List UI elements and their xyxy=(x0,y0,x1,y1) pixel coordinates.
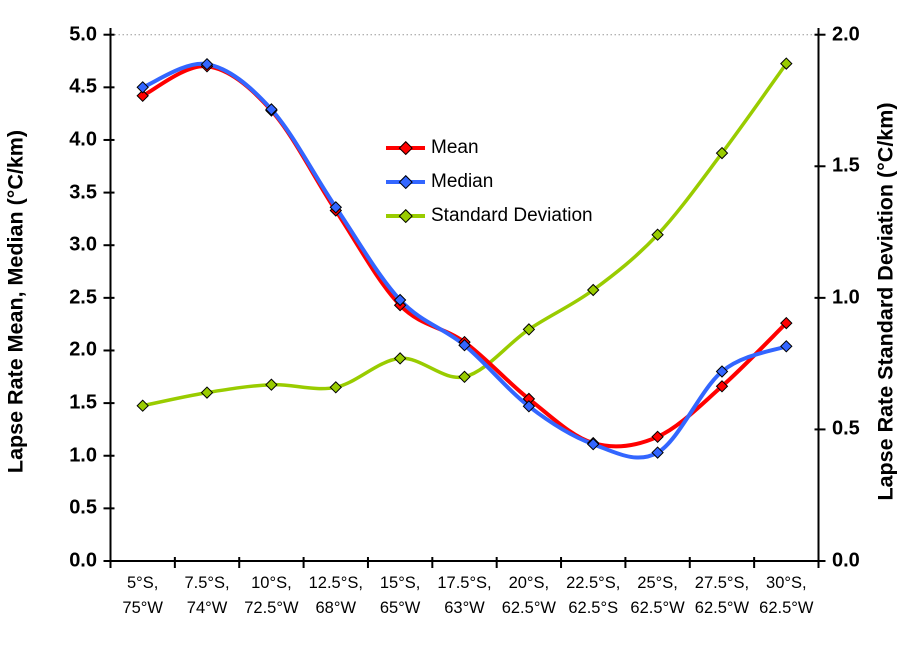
legend: Mean Median Standard Deviation xyxy=(386,131,593,233)
left-axis-tick-label: 1.5 xyxy=(69,391,97,414)
median-marker xyxy=(780,340,793,353)
series-markers xyxy=(136,57,793,459)
left-axis-tick-label: 2.0 xyxy=(69,338,97,361)
median-line-icon xyxy=(386,175,425,189)
right-axis-tick-label: 2.0 xyxy=(832,23,860,46)
mean-marker xyxy=(780,316,793,330)
x-axis-category-label: 30°S, 62.5°W xyxy=(759,574,814,617)
standard-deviation-marker xyxy=(458,370,471,384)
left-axis-tick-label: 0.5 xyxy=(69,496,97,519)
x-axis-category-label: 22.5°S, 62.5°S xyxy=(566,574,621,617)
standard-deviation-marker xyxy=(586,283,600,297)
standard-deviation-marker xyxy=(329,381,343,394)
left-axis-tick-label: 3.5 xyxy=(69,181,97,204)
median-marker xyxy=(200,57,214,71)
median-marker xyxy=(651,446,664,459)
left-axis-tick-label: 2.5 xyxy=(69,286,97,309)
x-axis-category-label: 15°S, 65°W xyxy=(379,574,421,617)
legend-label-median: Median xyxy=(431,171,494,192)
left-axis-tick-label: 5.0 xyxy=(69,23,97,46)
median-marker-icon xyxy=(399,175,413,189)
x-axis-category-label: 27.5°S, 62.5°W xyxy=(694,574,750,617)
series-lines xyxy=(140,61,789,460)
standard-deviation-marker xyxy=(651,228,664,241)
left-axis-tick-label: 0.0 xyxy=(69,549,97,572)
legend-label-standard-deviation: Standard Deviation xyxy=(431,205,593,226)
mean-marker xyxy=(715,380,729,393)
x-axis-category-label: 20°S, 62.5°W xyxy=(501,574,556,617)
standard-deviation-marker xyxy=(780,57,793,70)
x-axis-category-label: 25°S, 62.5°W xyxy=(630,574,685,617)
median-marker xyxy=(715,365,729,378)
median-marker xyxy=(586,437,600,451)
x-axis-category-label: 5°S, 75°W xyxy=(122,574,163,617)
median-marker xyxy=(393,293,407,307)
left-axis-tick-label: 4.5 xyxy=(69,75,97,98)
standard-deviation-marker xyxy=(265,378,278,391)
standard-deviation-line-icon xyxy=(386,209,425,223)
legend-item-mean: Mean xyxy=(386,131,593,165)
legend-label-mean: Mean xyxy=(431,137,479,158)
median-marker xyxy=(522,400,536,413)
median-marker xyxy=(458,338,471,352)
right-axis-tick-label: 0.0 xyxy=(832,549,860,572)
x-axis-category-label: 10°S, 72.5°W xyxy=(244,574,299,617)
standard-deviation-marker-icon xyxy=(399,209,413,223)
median-marker xyxy=(265,103,278,116)
legend-item-standard-deviation: Standard Deviation xyxy=(386,199,593,233)
right-axis-tick-label: 0.5 xyxy=(832,417,860,440)
legend-item-median: Median xyxy=(386,165,593,199)
x-axis-category-label: 12.5°S, 68°W xyxy=(308,574,363,617)
left-axis-title: Lapse Rate Mean, Median (°C/km) xyxy=(3,129,28,474)
mean-marker xyxy=(522,392,536,406)
standard-deviation-marker xyxy=(200,386,214,399)
standard-deviation-marker xyxy=(715,146,729,160)
axes xyxy=(103,28,826,568)
x-axis-category-label: 17.5°S, 63°W xyxy=(437,574,492,617)
right-axis-title: Lapse Rate Standard Deviation (°C/km) xyxy=(873,102,898,501)
standard-deviation-marker xyxy=(393,352,407,365)
standard-deviation-marker xyxy=(136,399,149,412)
left-axis-tick-label: 1.0 xyxy=(69,444,97,467)
mean-marker xyxy=(136,89,149,103)
right-axis-tick-label: 1.5 xyxy=(832,154,860,177)
mean-marker-icon xyxy=(399,141,413,155)
mean-marker xyxy=(651,430,664,444)
standard-deviation-marker xyxy=(522,323,536,336)
median-marker xyxy=(329,201,343,214)
median-marker xyxy=(136,81,149,94)
mean-line-icon xyxy=(386,141,425,155)
left-axis-tick-label: 4.0 xyxy=(69,128,97,151)
right-axis-tick-label: 1.0 xyxy=(832,286,860,309)
median-line xyxy=(140,61,789,460)
left-axis-tick-label: 3.0 xyxy=(69,233,97,256)
standard-deviation-line xyxy=(140,61,789,408)
x-axis-category-label: 7.5°S, 74°W xyxy=(184,574,230,617)
